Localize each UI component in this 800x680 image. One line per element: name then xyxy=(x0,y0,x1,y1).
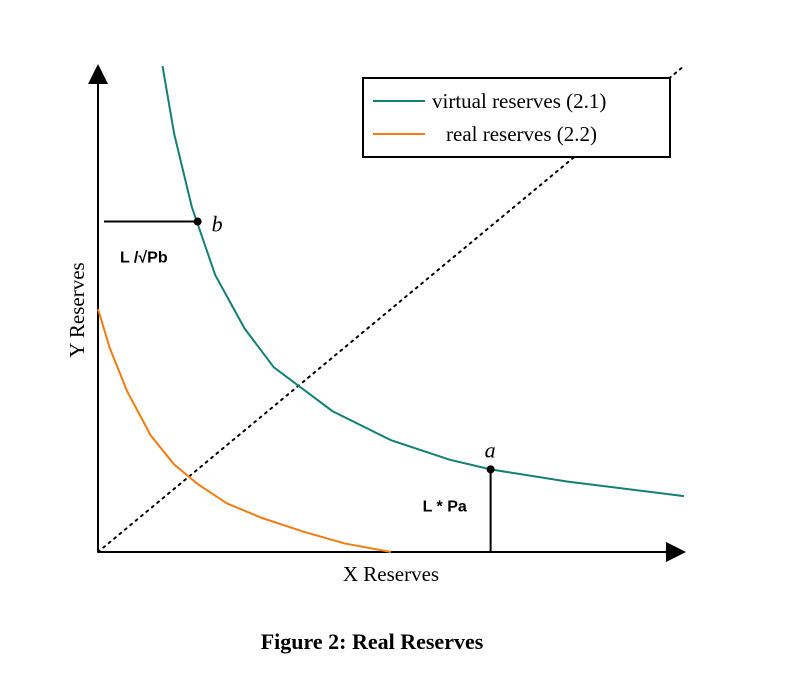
virtual-reserves-curve xyxy=(161,65,685,498)
point-a-marker xyxy=(486,465,495,474)
legend-label-virtual: virtual reserves (2.1) xyxy=(432,89,606,113)
x-axis-label: X Reserves xyxy=(343,562,439,586)
legend-label-real: real reserves (2.2) xyxy=(446,122,597,146)
legend: virtual reserves (2.1) real reserves (2.… xyxy=(362,77,671,158)
point-b-marker xyxy=(193,217,202,226)
diagonal-dotted-line xyxy=(97,65,685,553)
point-a-label: a xyxy=(485,437,496,462)
figure-caption: Figure 2: Real Reserves xyxy=(261,629,484,654)
point-b-label: b xyxy=(212,212,223,237)
real-reserves-curve xyxy=(97,308,392,553)
y-axis-label: Y Reserves xyxy=(65,262,89,357)
point-b-annotation: L /√Pb xyxy=(120,250,168,267)
legend-box xyxy=(362,77,671,158)
point-a-annotation: L * Pa xyxy=(423,498,467,515)
